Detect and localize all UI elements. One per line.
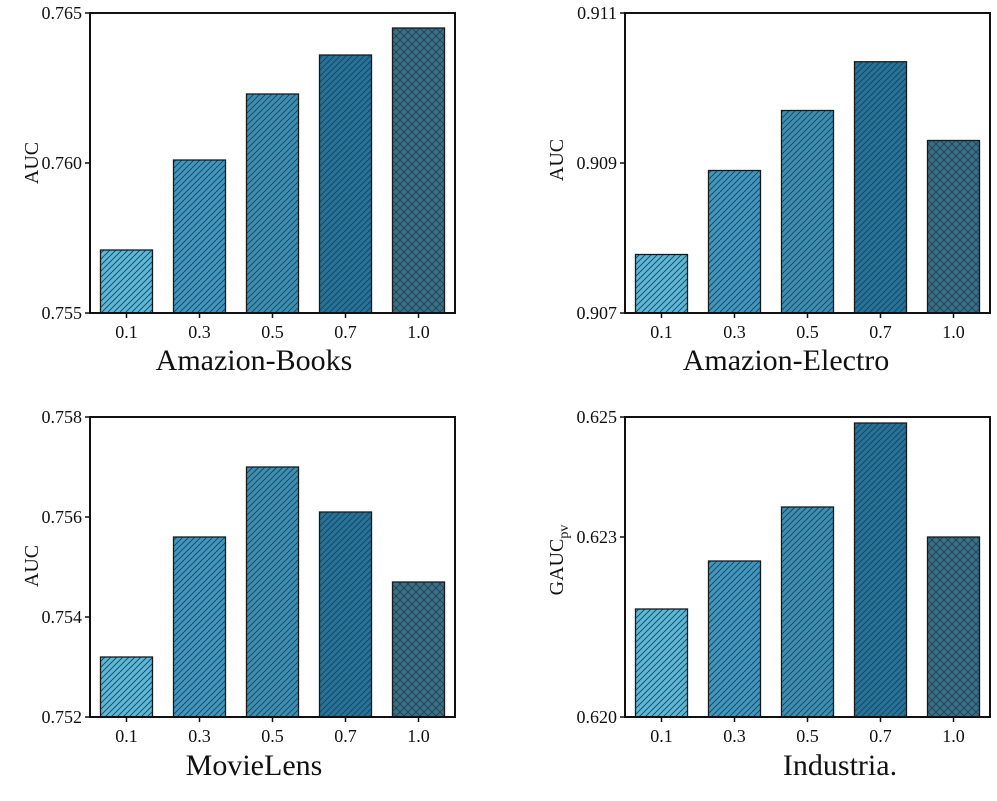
bar-group (99, 27, 446, 314)
x-tick-label: 0.7 (334, 322, 357, 342)
bar-hatch (634, 608, 689, 718)
bar-hatch (634, 253, 689, 314)
bar-0.1 (99, 656, 154, 718)
bar-hatch (926, 139, 981, 314)
y-tick-label: 0.909 (577, 153, 618, 173)
x-axis-ticks: 0.1 0.3 0.5 0.7 1.0 (115, 313, 430, 342)
y-tick-label: 0.754 (42, 607, 83, 627)
bar-group (634, 61, 981, 314)
bar-hatch (780, 109, 835, 314)
bar-hatch (318, 54, 373, 314)
x-tick-label: 0.5 (261, 322, 284, 342)
y-axis-ticks: 0.620 0.623 0.625 (577, 407, 625, 727)
bar-0.1 (634, 608, 689, 718)
bar-group (634, 422, 981, 718)
chart-panel-amazon-books: AUC 0.755 0.760 0.765 0.1 0.3 0.5 0.7 1.0 Amaz… (21, 3, 456, 377)
x-tick-label: 0.3 (723, 322, 746, 342)
bar-hatch (245, 93, 300, 314)
bar-0.7 (853, 422, 908, 718)
x-axis-ticks: 0.1 0.3 0.5 0.7 1.0 (650, 313, 965, 342)
bar-1.0 (391, 27, 446, 314)
bar-hatch (172, 536, 227, 718)
y-tick-label: 0.752 (42, 707, 83, 727)
bar-hatch (780, 506, 835, 718)
x-tick-label: 0.3 (188, 322, 211, 342)
x-axis-label: Amazion-Books (156, 344, 353, 377)
bar-1.0 (926, 536, 981, 718)
x-tick-label: 0.5 (796, 322, 819, 342)
x-tick-label: 0.3 (723, 726, 746, 746)
y-tick-label: 0.758 (42, 407, 83, 427)
y-tick-label: 0.623 (577, 527, 618, 547)
x-tick-label: 0.1 (650, 726, 673, 746)
y-axis-label: AUC (21, 142, 43, 184)
x-axis-ticks: 0.1 0.3 0.5 0.7 1.0 (115, 717, 430, 746)
chart-panel-industrial: GAUCpv 0.620 0.623 0.625 0.1 0.3 0.5 0.7 1.0 I… (546, 407, 991, 782)
x-axis-ticks: 0.1 0.3 0.5 0.7 1.0 (650, 717, 965, 746)
bar-0.5 (780, 506, 835, 718)
x-axis-label: MovieLens (186, 749, 323, 782)
y-axis-ticks: 0.752 0.754 0.756 0.758 (42, 407, 90, 727)
x-tick-label: 1.0 (407, 726, 430, 746)
bar-hatch (318, 511, 373, 718)
x-axis-label: Industria. (783, 749, 897, 782)
bar-0.3 (707, 560, 762, 718)
bar-hatch (926, 536, 981, 718)
x-tick-label: 1.0 (942, 726, 965, 746)
y-axis-label: AUC (546, 139, 568, 181)
y-tick-label: 0.756 (42, 507, 83, 527)
y-tick-label: 0.620 (577, 707, 618, 727)
bar-0.5 (245, 466, 300, 718)
x-tick-label: 0.3 (188, 726, 211, 746)
y-axis-ticks: 0.907 0.909 0.911 (577, 3, 625, 323)
bar-0.5 (245, 93, 300, 314)
x-tick-label: 0.7 (869, 726, 892, 746)
y-axis-label: AUC (21, 545, 43, 587)
bar-hatch (707, 560, 762, 718)
x-tick-label: 0.5 (796, 726, 819, 746)
y-tick-label: 0.625 (577, 407, 618, 427)
x-tick-label: 0.1 (115, 726, 138, 746)
bar-0.7 (318, 54, 373, 314)
bar-hatch (99, 656, 154, 718)
x-tick-label: 0.7 (869, 322, 892, 342)
bar-0.3 (172, 159, 227, 314)
bar-0.7 (318, 511, 373, 718)
x-tick-label: 0.1 (115, 322, 138, 342)
bar-hatch (853, 422, 908, 718)
bar-hatch (99, 249, 154, 314)
bar-hatch (391, 27, 446, 314)
y-tick-label: 0.907 (577, 303, 618, 323)
bar-hatch (245, 466, 300, 718)
bar-0.1 (634, 253, 689, 314)
y-tick-label: 0.760 (42, 153, 83, 173)
x-tick-label: 1.0 (942, 322, 965, 342)
bar-0.5 (780, 109, 835, 314)
bar-hatch (853, 61, 908, 314)
x-tick-label: 0.7 (334, 726, 357, 746)
x-axis-label: Amazion-Electro (683, 344, 890, 377)
bar-hatch (707, 169, 762, 314)
bar-hatch (172, 159, 227, 314)
x-tick-label: 1.0 (407, 322, 430, 342)
y-axis-label: GAUCpv (546, 525, 572, 596)
y-tick-label: 0.765 (42, 3, 83, 23)
x-tick-label: 0.1 (650, 322, 673, 342)
y-tick-label: 0.911 (577, 3, 617, 23)
bar-0.1 (99, 249, 154, 314)
bar-0.3 (707, 169, 762, 314)
bar-1.0 (391, 581, 446, 718)
chart-panel-amazon-electro: AUC 0.907 0.909 0.911 0.1 0.3 0.5 0.7 1.0 Amaz… (546, 3, 991, 377)
y-axis-ticks: 0.755 0.760 0.765 (42, 3, 90, 323)
y-tick-label: 0.755 (42, 303, 83, 323)
x-tick-label: 0.5 (261, 726, 284, 746)
bar-group (99, 466, 446, 718)
bar-0.3 (172, 536, 227, 718)
chart-panel-movielens: AUC 0.752 0.754 0.756 0.758 0.1 0.3 0.5 0.7 1.0… (21, 407, 456, 782)
bar-1.0 (926, 139, 981, 314)
bar-hatch (391, 581, 446, 718)
bar-0.7 (853, 61, 908, 314)
